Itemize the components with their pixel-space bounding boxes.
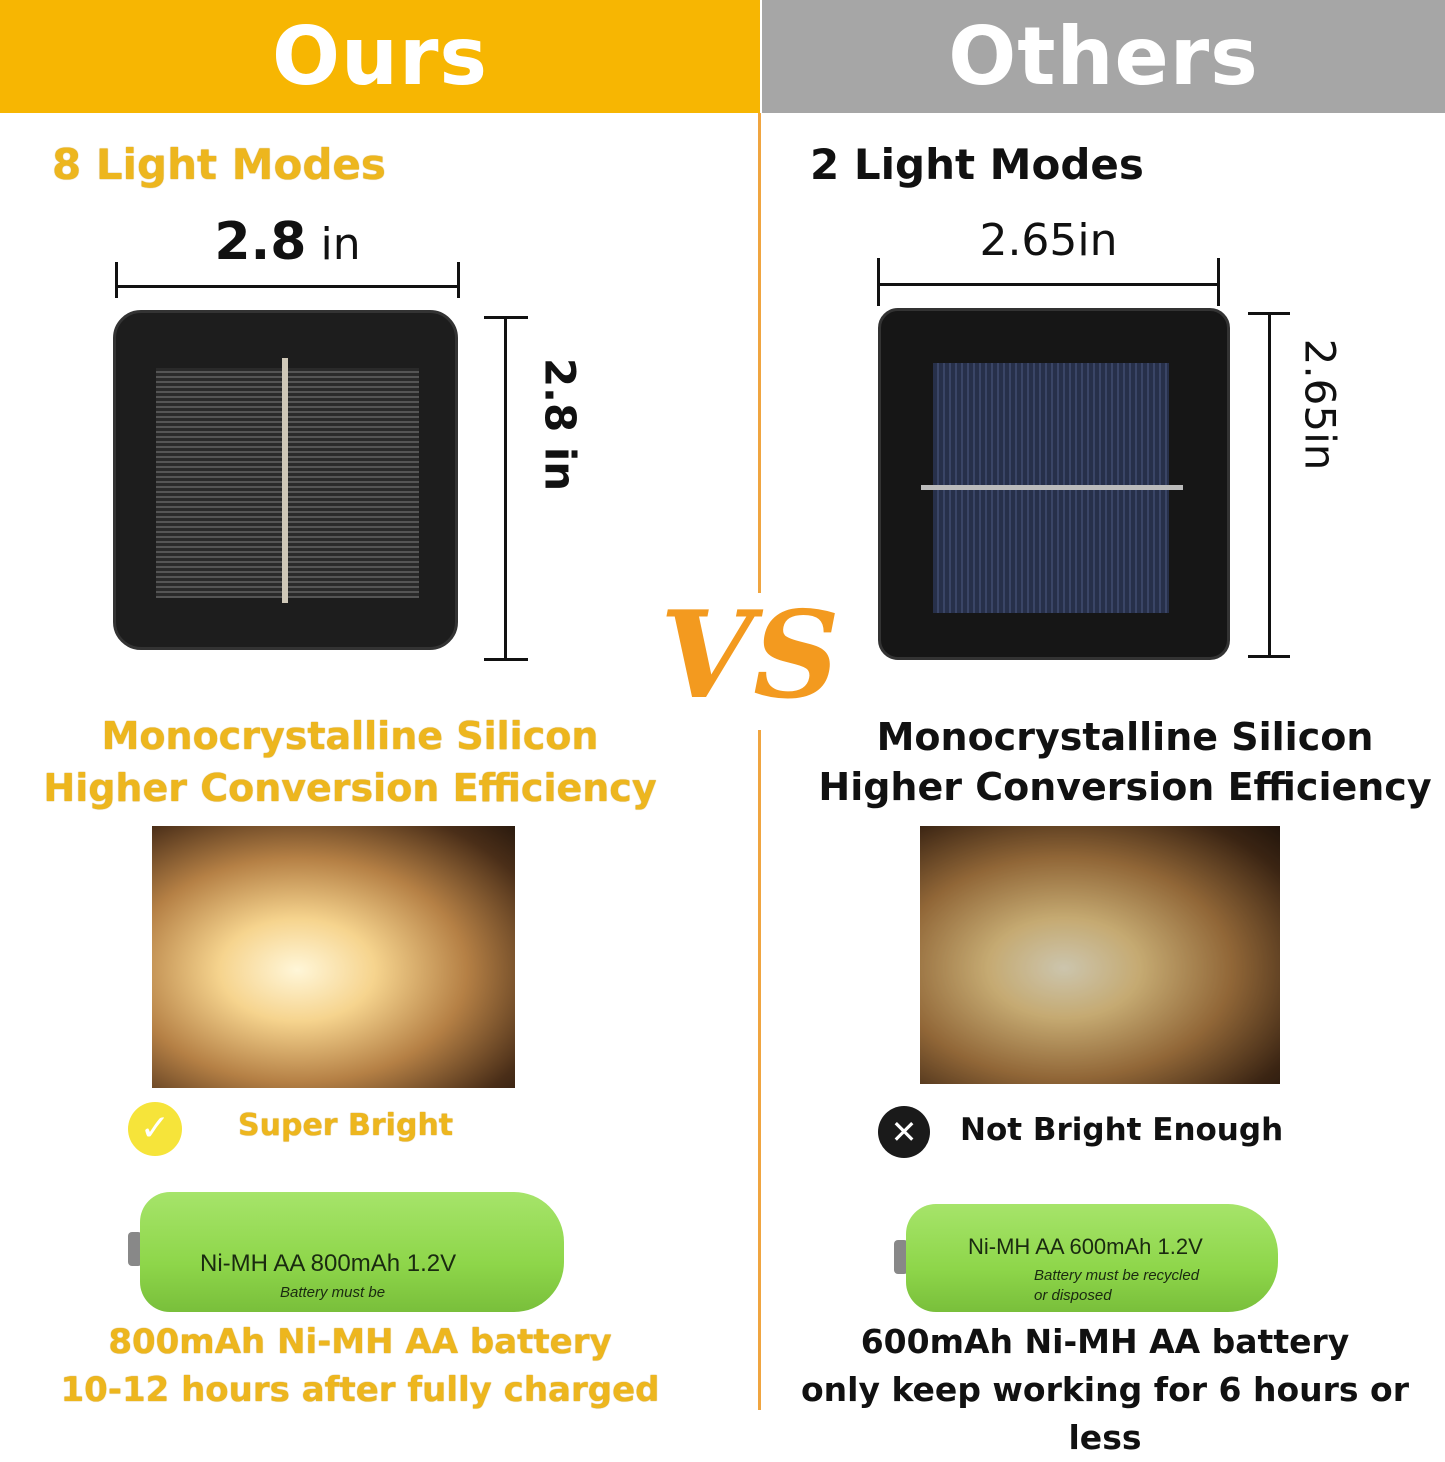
others-height-line (1268, 312, 1271, 658)
battery-print: Ni-MH AA 800mAh 1.2V (200, 1250, 457, 1277)
others-height-label: 2.65in (1295, 338, 1345, 471)
tick (484, 658, 528, 661)
ours-battery: Ni-MH AA 800mAh 1.2V Battery must be (140, 1192, 564, 1312)
battery-cap (128, 1232, 142, 1266)
x-circle-icon: ✕ (878, 1106, 930, 1158)
ours-header: Ours (0, 0, 760, 113)
ours-solar-panel (113, 310, 458, 650)
ours-modes: 8 Light Modes (52, 140, 386, 189)
others-header: Others (762, 0, 1445, 113)
battery-note: Battery must be (280, 1284, 386, 1301)
ours-light-photo (152, 826, 515, 1088)
others-title: Others (948, 10, 1259, 103)
ours-material: Monocrystalline Silicon Higher Conversion… (43, 714, 657, 810)
others-light-photo (920, 826, 1280, 1084)
others-width-label: 2.65in (979, 215, 1118, 266)
tick (1248, 655, 1290, 658)
battery-cap (894, 1240, 908, 1274)
ours-height-line (504, 316, 507, 661)
divider-top (758, 113, 761, 593)
battery-note: Battery must be recycled or disposed (1034, 1267, 1200, 1304)
check-circle-icon: ✓ (128, 1102, 182, 1156)
vs-label: VS (660, 585, 840, 726)
others-battery: Ni-MH AA 600mAh 1.2V Battery must be rec… (906, 1204, 1278, 1312)
tick (484, 316, 528, 319)
ours-title: Ours (271, 10, 489, 103)
tick (457, 262, 460, 298)
ours-battery-text: 800mAh Ni-MH AA battery 10-12 hours after… (60, 1322, 660, 1410)
others-material: Monocrystalline Silicon Higher Conversion… (818, 715, 1432, 809)
battery-print: Ni-MH AA 600mAh 1.2V (968, 1234, 1203, 1259)
tick (877, 258, 880, 306)
others-width-line (877, 283, 1220, 286)
ours-brightness: Super Bright (238, 1108, 454, 1143)
others-solar-panel (878, 308, 1230, 660)
tick (1217, 258, 1220, 306)
others-brightness: Not Bright Enough (960, 1112, 1284, 1148)
others-modes: 2 Light Modes (810, 140, 1144, 189)
tick (115, 262, 118, 298)
tick (1248, 312, 1290, 315)
ours-width-label: 2.8 in (214, 212, 361, 272)
ours-width-line (115, 285, 460, 288)
ours-height-label: 2.8 in (535, 357, 585, 492)
others-battery-text: 600mAh Ni-MH AA battery only keep working… (801, 1322, 1409, 1457)
divider-bottom (758, 730, 761, 1410)
